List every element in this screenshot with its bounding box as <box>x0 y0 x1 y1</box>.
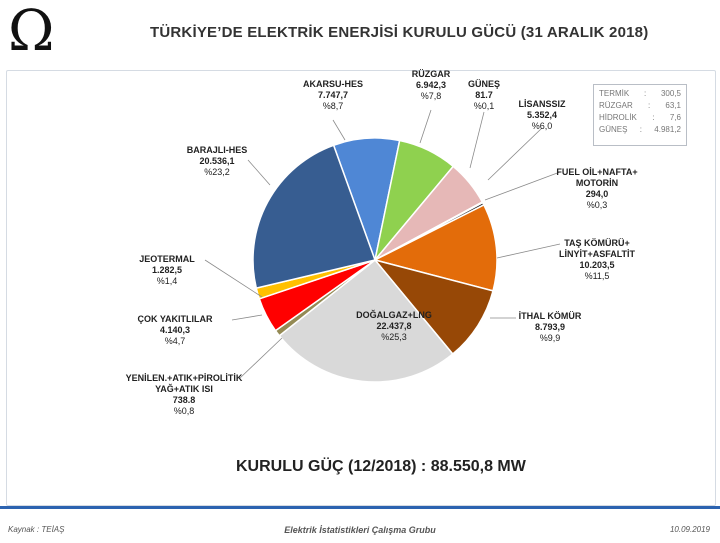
pie-slice <box>372 203 498 292</box>
slice-label: JEOTERMAL 1.282,5 %1,4 <box>139 254 195 286</box>
logo-omega-icon: Ω <box>8 0 55 64</box>
inset-row-sep: : <box>652 113 655 122</box>
slice-label: LİSANSSIZ 5.352,4 %6,0 <box>518 99 566 131</box>
slice-label: GÜNEŞ 81.7 %0,1 <box>468 79 500 111</box>
slice-label: YENİLEN.+ATIK+PİROLİTİK YAĞ+ATIK ISI 738.8… <box>126 373 243 416</box>
footer-date: 10.09.2019 <box>669 525 710 534</box>
leader-line <box>239 337 283 379</box>
pie-slice <box>372 258 494 356</box>
pie-slice <box>278 258 454 383</box>
leader-line <box>231 314 263 321</box>
total-capacity: KURULU GÜÇ (12/2018) : 88.550,8 MW <box>236 458 526 475</box>
inset-row-value: 4.981,2 <box>654 125 681 134</box>
leader-line <box>419 109 432 144</box>
inset-row-name: GÜNEŞ <box>599 125 628 134</box>
inset-row-value: 63,1 <box>665 101 681 110</box>
inset-row: GÜNEŞ: 4.981,2 <box>599 124 681 136</box>
inset-row-value: 300,5 <box>660 89 681 98</box>
slice-label: ÇOK YAKITLILAR 4.140,3 %4,7 <box>137 314 213 346</box>
inset-row-sep: : <box>643 89 647 98</box>
leader-line <box>469 111 485 169</box>
chart-frame <box>6 70 716 506</box>
inset-row-name: HİDROLİK <box>599 113 637 122</box>
inset-row-name: RÜZGAR <box>599 101 633 110</box>
leader-line <box>204 259 263 298</box>
slice-label: FUEL OİL+NAFTA+ MOTORİN 294,0 %0,3 <box>556 167 637 210</box>
slice-label: DOĞALGAZ+LNG 22.437,8 %25,3 <box>356 309 432 342</box>
inset-row-name: TERMİK <box>599 89 630 98</box>
footer: Kaynak : TEİAŞ Elektrik İstatistikleri Ç… <box>0 506 720 543</box>
leader-line <box>496 243 561 259</box>
leader-line <box>332 119 346 141</box>
footer-source: Kaynak : TEİAŞ <box>8 525 65 534</box>
chart-title: TÜRKİYE’DE ELEKTRİK ENERJİSİ KURULU GÜCÜ… <box>150 24 649 41</box>
leader-line <box>247 159 271 186</box>
slice-label: İTHAL KÖMÜR 8.793,9 %9,9 <box>519 311 582 343</box>
inset-row-sep: : <box>639 125 642 134</box>
inset-row-sep: : <box>647 101 651 110</box>
inset-row: HİDROLİK: 7,6 <box>599 112 681 124</box>
leader-line <box>487 127 543 181</box>
leader-line <box>484 171 561 201</box>
inset-row-value: 7,6 <box>669 113 681 122</box>
pie-slice <box>252 144 376 290</box>
inset-row: RÜZGAR: 63,1 <box>599 100 681 112</box>
slice-label: BARAJLI-HES 20.536,1 %23,2 <box>187 145 248 177</box>
footer-group: Elektrik İstatistikleri Çalışma Grubu <box>284 525 436 535</box>
slice-label: TAŞ KÖMÜRÜ+ LİNYİT+ASFALTİT 10.203,5 %11,5 <box>559 238 636 281</box>
inset-row: TERMİK: 300,5 <box>599 88 681 100</box>
slice-label: AKARSU-HES 7.747,7 %8,7 <box>303 79 363 111</box>
lisanssiz-breakdown-box: TERMİK:300,5 RÜZGAR:63,1 HİDROLİK:7,6 GÜ… <box>593 84 687 146</box>
slice-label: RÜZGAR 6.942,3 %7,8 <box>412 69 451 101</box>
